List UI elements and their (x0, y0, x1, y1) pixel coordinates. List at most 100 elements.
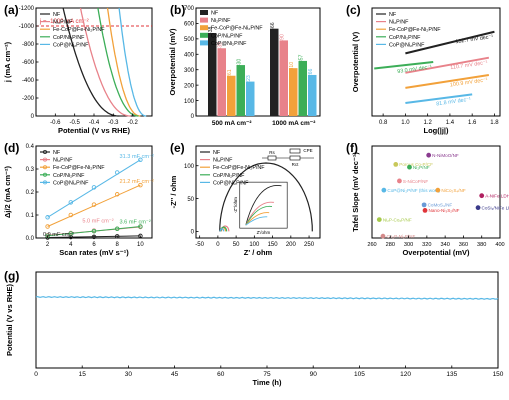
category-label: 500 mA cm⁻² (212, 120, 253, 127)
panel-label: (d) (4, 141, 19, 155)
x-tick-label: 1.0 (401, 120, 410, 126)
inset-curve (245, 205, 273, 226)
chart-c: (c) 132.7 mV dec⁻¹ 110.7 mV dec⁻¹ 100.9 mV … (346, 3, 501, 135)
data-point (91, 228, 97, 234)
point-label: S-NiCoP/NF (403, 179, 428, 184)
panel-label: (c) (346, 3, 361, 17)
legend-swatch (200, 17, 208, 23)
data-point (114, 192, 120, 197)
data-point (114, 234, 120, 239)
x-tick-label: 400 (495, 242, 504, 248)
reference-label: j = -1000 mA cm⁻² (39, 19, 89, 25)
data-point (397, 178, 402, 184)
y-tick-label: 0.3 (26, 167, 35, 173)
x-tick-label: 4 (69, 242, 73, 248)
data-point (45, 224, 50, 229)
chart-b: (b) 538 439 261 330 223 500 mA cm⁻² 566 490 310 35… (168, 3, 321, 127)
bar-value-label: 310 (289, 62, 295, 71)
nyquist-arc (219, 162, 313, 232)
x-tick-label: 15 (79, 371, 87, 378)
y-tick-label: 300 (184, 68, 195, 74)
y-tick-label: 200 (184, 83, 195, 89)
legend-entry: Fe-CoP@Fe-Ni₂P/NF (53, 165, 105, 171)
y-tick-label: 0 (31, 114, 35, 120)
bar-value-label: 357 (299, 54, 305, 63)
data-point (393, 162, 399, 167)
x-tick-label: 1.8 (490, 120, 499, 126)
y-tick-label: -1200 (19, 6, 35, 12)
inset-curve (245, 184, 282, 226)
nyquist-arc (219, 228, 225, 232)
x-tick-label: -0.2 (127, 120, 138, 126)
x-tick-label: 1.2 (423, 120, 432, 126)
legend-entry: Fe-CoP@Fe-Ni₂P/NF (53, 27, 105, 33)
y-tick-label: 600 (184, 22, 195, 28)
panel-label: (g) (4, 269, 19, 283)
data-point (68, 231, 74, 236)
x-tick-label: 105 (354, 371, 365, 378)
x-tick-label: -50 (195, 242, 204, 248)
bar (279, 40, 288, 116)
x-tick-label: 135 (446, 371, 457, 378)
y-tick-label: 500 (184, 37, 195, 43)
x-tick-label: 60 (217, 371, 225, 378)
x-tick-label: 150 (493, 371, 504, 378)
y-axis-label: Tafel Slope (mV dec⁻¹) (351, 152, 360, 232)
legend-swatch (200, 32, 208, 38)
data-point (381, 187, 387, 193)
y-tick-label: 0.1 (26, 213, 35, 219)
legend-entry: Ni₂P/NF (211, 18, 231, 24)
x-tick-label: 45 (171, 371, 179, 378)
bar (289, 68, 298, 116)
x-tick-label: 340 (440, 242, 449, 248)
data-point (91, 185, 97, 190)
data-point (91, 234, 97, 240)
point-label: NiCo₂S₄/NF (441, 188, 466, 193)
y-tick-label: 0 (191, 230, 195, 236)
x-tick-label: 8 (116, 242, 120, 248)
plot-area (371, 145, 501, 239)
inset-curve (245, 216, 268, 226)
circuit-label: Rct (292, 162, 299, 167)
x-tick-label: -0.5 (69, 120, 80, 126)
legend-entry: NF (53, 12, 61, 18)
legend-entry: CoP/Ni₂P/NF (211, 33, 243, 39)
plot-area (35, 271, 499, 369)
legend-marker (43, 180, 48, 185)
legend-marker (43, 157, 48, 162)
point-label: N-NiMoO/NF (432, 153, 459, 158)
circuit-resistor (267, 155, 277, 161)
legend-swatch (200, 40, 208, 46)
y-axis-label: -Z'' / ohm (169, 175, 178, 208)
bar-value-label: 439 (218, 42, 224, 51)
panel-label: (a) (4, 3, 19, 17)
cdl-label: 21.2 mF cm⁻² (120, 179, 154, 185)
data-point (138, 182, 143, 188)
inset-x-label: Z'/ohm (257, 230, 271, 235)
y-axis-label: Overpotential (mV) (168, 28, 177, 96)
data-point (421, 202, 427, 208)
x-tick-label: 1.6 (468, 120, 477, 126)
data-point (138, 224, 143, 229)
panel-label: (b) (170, 3, 185, 17)
legend-entry: CoP/Ni₂P/NF (53, 173, 85, 179)
fit-line (47, 184, 141, 227)
x-tick-label: 2 (46, 242, 50, 248)
tafel-line (405, 73, 490, 89)
series-line (97, 7, 139, 117)
x-axis-label: Log(|j|) (423, 126, 449, 135)
bar (298, 60, 307, 116)
x-tick-label: 380 (477, 242, 486, 248)
data-point (114, 226, 120, 232)
circuit-label: Rs (269, 150, 275, 155)
data-point (380, 233, 386, 239)
x-tick-label: 250 (304, 242, 315, 248)
tafel-line (405, 30, 495, 55)
legend-entry: Fe-CoP@Fe-Ni₂P/NF (389, 27, 441, 33)
data-point (68, 212, 74, 218)
bar-value-label: 223 (246, 75, 252, 84)
y-tick-label: -400 (22, 78, 35, 84)
x-tick-label: 30 (125, 371, 133, 378)
